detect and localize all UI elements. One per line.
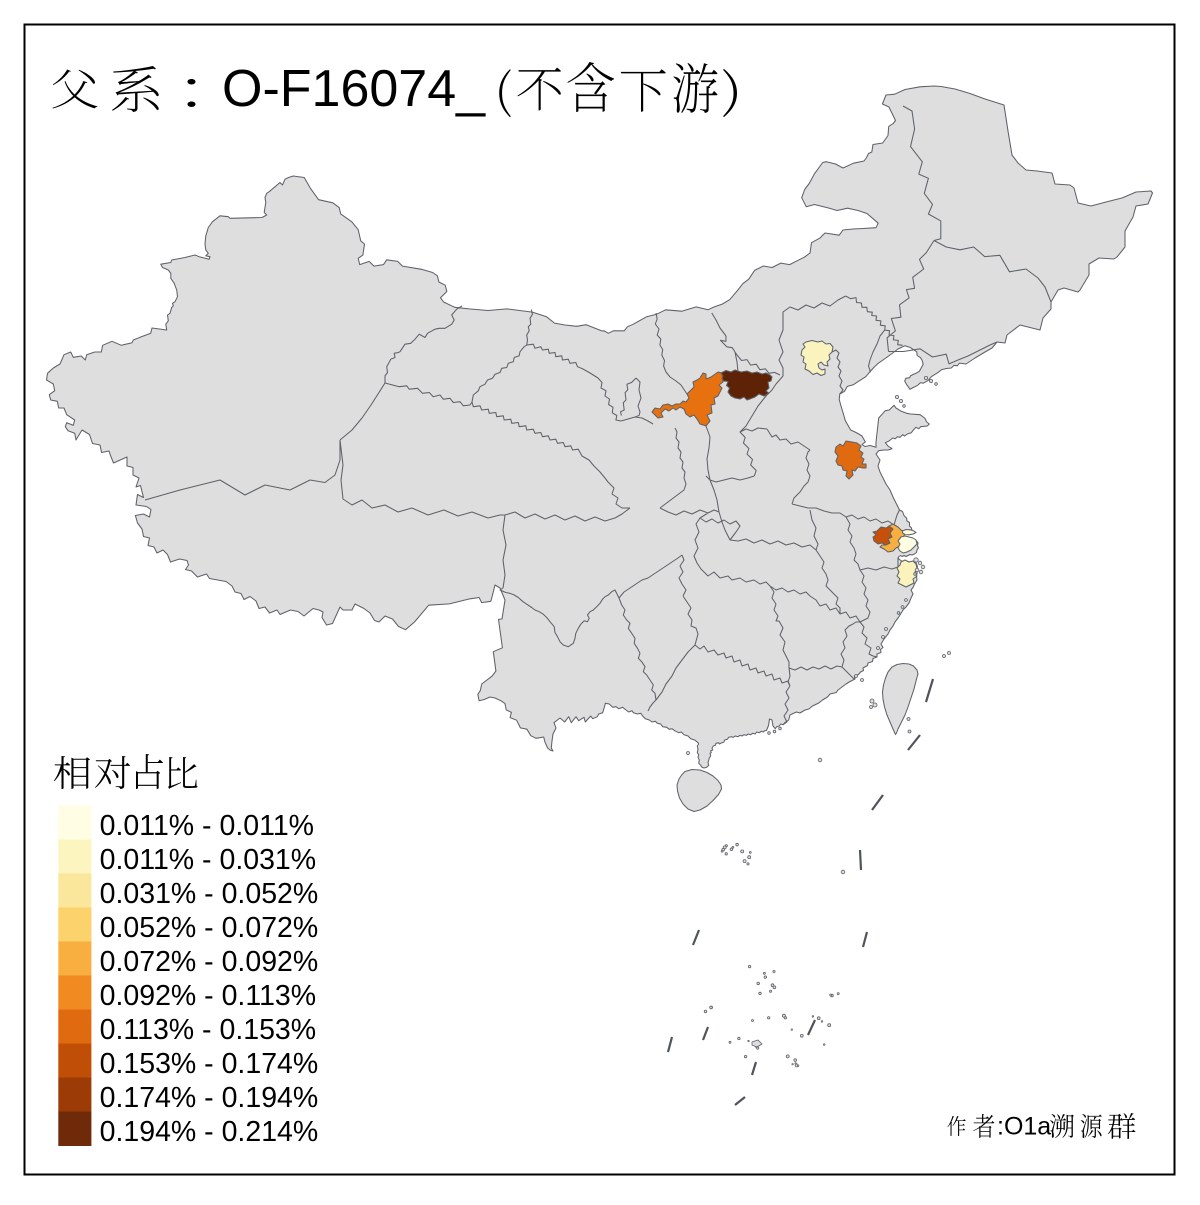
svg-text:0.092% - 0.113%: 0.092% - 0.113% <box>100 980 317 1012</box>
svg-text:0.031% - 0.052%: 0.031% - 0.052% <box>100 878 319 910</box>
svg-text:0.174% - 0.194%: 0.174% - 0.194% <box>100 1082 319 1114</box>
svg-text:0.052% - 0.072%: 0.052% - 0.072% <box>100 912 319 944</box>
svg-text:0.194% - 0.214%: 0.194% - 0.214% <box>100 1116 319 1148</box>
svg-text:O-F16074_: O-F16074_ <box>222 60 486 118</box>
svg-text:0.153% - 0.174%: 0.153% - 0.174% <box>100 1048 319 1080</box>
svg-text::O1a: :O1a <box>997 1113 1051 1141</box>
svg-text:0.011% - 0.011%: 0.011% - 0.011% <box>100 810 314 842</box>
svg-text:0.072% - 0.092%: 0.072% - 0.092% <box>100 946 319 978</box>
svg-text:0.011% - 0.031%: 0.011% - 0.031% <box>100 844 317 876</box>
svg-text:0.113% - 0.153%: 0.113% - 0.153% <box>100 1014 317 1046</box>
